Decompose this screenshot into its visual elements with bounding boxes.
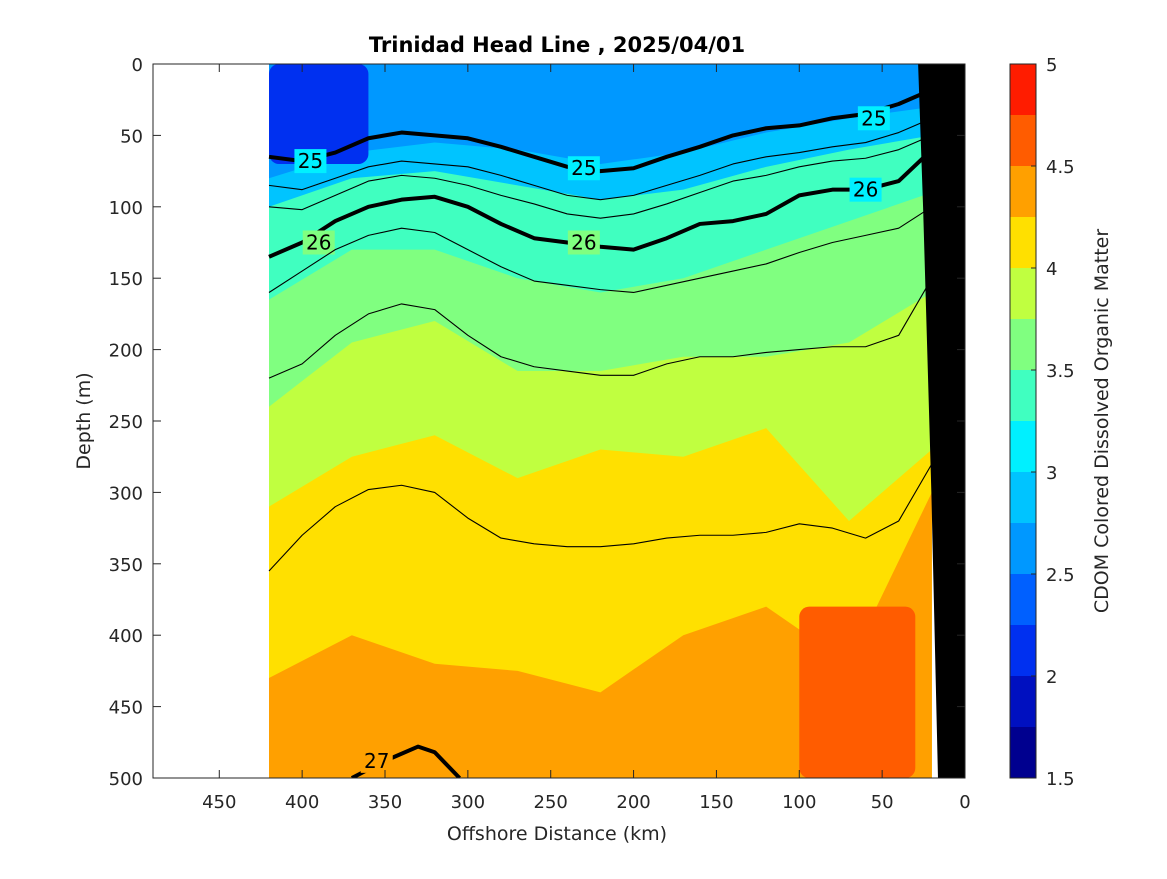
y-tick-label: 400 bbox=[109, 626, 143, 647]
colorbar-tick-label: 2 bbox=[1046, 667, 1057, 688]
x-tick-label: 100 bbox=[782, 792, 816, 813]
x-tick-label: 400 bbox=[285, 792, 319, 813]
colorbar-tick-label: 4.5 bbox=[1046, 157, 1075, 178]
y-tick-label: 450 bbox=[109, 698, 143, 719]
isopycnal-label-25: 25 bbox=[571, 156, 596, 180]
isopycnal-label-background bbox=[567, 156, 600, 181]
isopycnal-line-7 bbox=[268, 134, 933, 219]
y-tick-label: 50 bbox=[120, 126, 143, 147]
isopycnal-label-26: 26 bbox=[306, 231, 331, 255]
colorbar-segment bbox=[1010, 319, 1036, 370]
x-tick-label: 250 bbox=[534, 792, 568, 813]
isopycnal-line-0 bbox=[268, 87, 933, 174]
x-tick-label: 150 bbox=[699, 792, 733, 813]
colorbar-tick-label: 1.5 bbox=[1046, 769, 1075, 790]
isopycnal-line-6 bbox=[268, 117, 933, 201]
isopycnal-line-4 bbox=[268, 277, 933, 379]
colorbar-segment bbox=[1010, 217, 1036, 268]
x-axis: 450 400 350 300 250 200 150 100 50 0 bbox=[202, 64, 971, 813]
isopycnal-label-background bbox=[849, 177, 882, 202]
isopycnal-label-25: 25 bbox=[861, 106, 886, 130]
colorbar-segment bbox=[1010, 64, 1036, 115]
colorbar-segment bbox=[1010, 166, 1036, 217]
cdom-low-patch bbox=[269, 64, 369, 164]
isopycnal-label-background bbox=[857, 106, 890, 131]
colorbar-segment bbox=[1010, 115, 1036, 166]
isopycnal-label-26: 26 bbox=[571, 231, 596, 255]
isopycnal-label-27: 27 bbox=[364, 749, 389, 773]
colorbar-segment bbox=[1010, 727, 1036, 778]
colorbar-tick-label: 4 bbox=[1046, 259, 1057, 280]
y-tick-label: 300 bbox=[109, 483, 143, 504]
colorbar-segment bbox=[1010, 472, 1036, 523]
x-tick-label: 0 bbox=[959, 792, 970, 813]
x-tick-label: 300 bbox=[451, 792, 485, 813]
chart-title: Trinidad Head Line , 2025/04/01 bbox=[369, 33, 745, 57]
colorbar-frame bbox=[1009, 63, 1037, 779]
isopycnal-contours: 25 25 25 26 26 26 27 bbox=[268, 87, 934, 778]
isopycnal-line-1 bbox=[268, 148, 934, 259]
y-tick-label: 200 bbox=[109, 341, 143, 362]
y-tick-label: 150 bbox=[109, 269, 143, 290]
colorbar-tick-label: 2.5 bbox=[1046, 565, 1075, 586]
colorbar-segment bbox=[1010, 574, 1036, 625]
y-axis-label: Depth (m) bbox=[73, 372, 95, 469]
colorbar-segment bbox=[1010, 268, 1036, 319]
y-tick-label: 0 bbox=[132, 55, 143, 76]
x-tick-label: 350 bbox=[368, 792, 402, 813]
cdom-field bbox=[269, 64, 932, 778]
isopycnal-label-background bbox=[360, 748, 393, 773]
isopycnal-line-3 bbox=[268, 206, 933, 294]
cdom-band-6 bbox=[269, 492, 932, 778]
y-tick-label: 100 bbox=[109, 198, 143, 219]
colorbar-segment bbox=[1010, 523, 1036, 574]
isopycnal-label-background bbox=[294, 149, 327, 174]
isopycnal-label-25: 25 bbox=[298, 149, 323, 173]
colorbar: 1.5 2 2.5 3 3.5 4 4.5 5 bbox=[1009, 55, 1075, 790]
colorbar-segment bbox=[1010, 421, 1036, 472]
y-axis: 0 50 100 150 200 250 300 350 400 450 500 bbox=[109, 55, 965, 790]
x-tick-label: 450 bbox=[202, 792, 236, 813]
colorbar-segment bbox=[1010, 676, 1036, 727]
colorbar-segment bbox=[1010, 370, 1036, 421]
isopycnal-line-5 bbox=[268, 463, 933, 572]
colorbar-tick-label: 3.5 bbox=[1046, 361, 1075, 382]
isopycnal-label-background bbox=[567, 230, 600, 255]
colorbar-segment bbox=[1010, 625, 1036, 676]
colorbar-tick-label: 5 bbox=[1046, 55, 1057, 76]
y-tick-label: 250 bbox=[109, 412, 143, 433]
x-tick-label: 50 bbox=[871, 792, 894, 813]
colorbar-tick-label: 3 bbox=[1046, 463, 1057, 484]
x-tick-label: 200 bbox=[616, 792, 650, 813]
cdom-high-patch bbox=[799, 606, 916, 778]
x-axis-label: Offshore Distance (km) bbox=[447, 823, 667, 845]
isopycnal-label-26: 26 bbox=[853, 178, 878, 202]
y-tick-label: 350 bbox=[109, 555, 143, 576]
y-tick-label: 500 bbox=[109, 769, 143, 790]
bathymetry-shape bbox=[918, 64, 965, 778]
isopycnal-label-background bbox=[302, 230, 335, 255]
colorbar-label: CDOM Colored Dissolved Organic Matter bbox=[1091, 229, 1113, 613]
bathymetry bbox=[918, 64, 965, 778]
